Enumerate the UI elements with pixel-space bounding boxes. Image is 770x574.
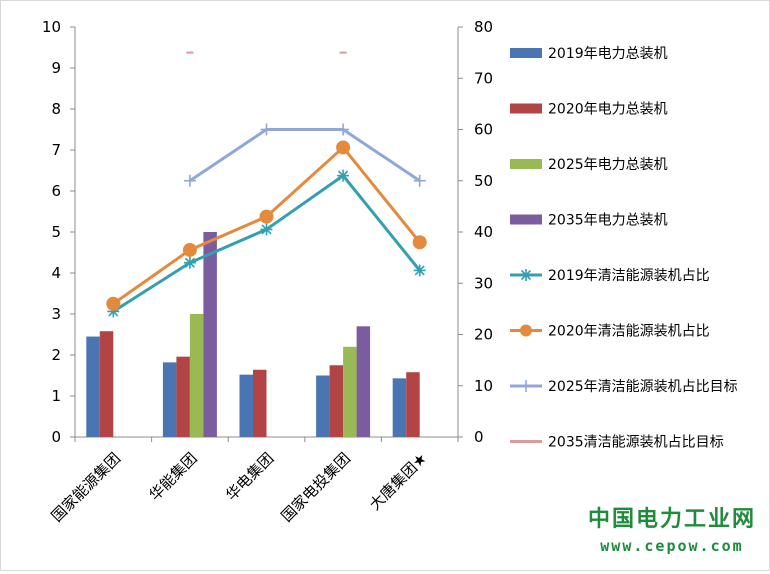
right-tick-label: 10 [474,377,493,395]
line-point-circle [413,235,427,249]
line-point-circle [336,140,350,154]
left-tick-label: 10 [42,18,61,36]
legend-entry: 2025年清洁能源装机占比目标 [510,379,738,395]
legend-swatch [510,159,542,169]
bar [163,362,177,437]
legend-label: 2019年电力总装机 [548,46,668,62]
left-tick-label: 7 [51,141,61,159]
series-line [190,130,420,181]
right-tick-label: 30 [474,274,493,292]
left-tick-label: 5 [51,223,61,241]
line-point-circle [260,210,274,224]
bar [100,331,114,437]
line-point-star [261,223,273,235]
legend-label: 2025年清洁能源装机占比目标 [548,379,738,395]
category-label: 华能集团 [146,449,201,504]
legend-swatch [510,215,542,225]
left-tick-label: 8 [51,100,61,118]
left-tick-label: 4 [51,264,61,282]
series-line [113,176,419,312]
legend-label: 2025年电力总装机 [548,157,668,173]
bar [240,375,254,437]
legend-entry: 2020年清洁能源装机占比 [510,324,710,340]
legend-entry: 2019年电力总装机 [510,46,668,62]
right-tick-label: 50 [474,172,493,190]
category-label: 华电集团 [222,449,277,504]
left-tick-label: 2 [51,346,61,364]
legend-label: 2035年电力总装机 [548,213,668,229]
legend-entry: 2035清洁能源装机占比目标 [510,435,724,451]
right-tick-label: 60 [474,121,493,139]
left-tick-label: 1 [51,387,61,405]
legend-swatch [510,48,542,58]
legend-swatch [510,104,542,114]
line-point-star [184,257,196,269]
right-tick-label: 20 [474,326,493,344]
line-point-circle [106,297,120,311]
legend-entry: 2019年清洁能源装机占比 [510,268,710,284]
legend-label: 2035清洁能源装机占比目标 [548,435,724,451]
bar [190,314,204,437]
left-tick-label: 0 [51,428,61,446]
line-point-star [337,170,349,182]
bar [393,378,407,437]
bar [316,376,330,438]
legend-label: 2020年电力总装机 [548,102,668,118]
bar [343,347,357,437]
bar [357,326,371,437]
category-label: 国家能源集团 [48,449,124,525]
left-tick-label: 3 [51,305,61,323]
right-tick-label: 70 [474,69,493,87]
category-label: 大唐集团★ [366,449,431,514]
legend-marker [520,325,532,337]
line-point-star [414,264,426,276]
left-tick-label: 6 [51,182,61,200]
watermark-url: www.cepow.com [588,537,756,555]
bar [330,365,344,437]
category-label: 国家电投集团 [278,449,354,525]
bar [203,232,217,437]
bar [86,337,100,437]
legend-entry: 2025年电力总装机 [510,157,668,173]
legend-entry: 2035年电力总装机 [510,213,668,229]
legend-label: 2019年清洁能源装机占比 [548,268,710,284]
right-tick-label: 0 [474,428,484,446]
legend-entry: 2020年电力总装机 [510,102,668,118]
bar [253,370,267,437]
left-tick-label: 9 [51,59,61,77]
bar [406,372,420,437]
right-tick-label: 40 [474,223,493,241]
legend-label: 2020年清洁能源装机占比 [548,324,710,340]
watermark: 中国电力工业网 www.cepow.com [588,501,756,555]
bar [176,357,190,437]
watermark-name: 中国电力工业网 [588,501,756,533]
right-tick-label: 80 [474,18,493,36]
line-point-circle [183,243,197,257]
